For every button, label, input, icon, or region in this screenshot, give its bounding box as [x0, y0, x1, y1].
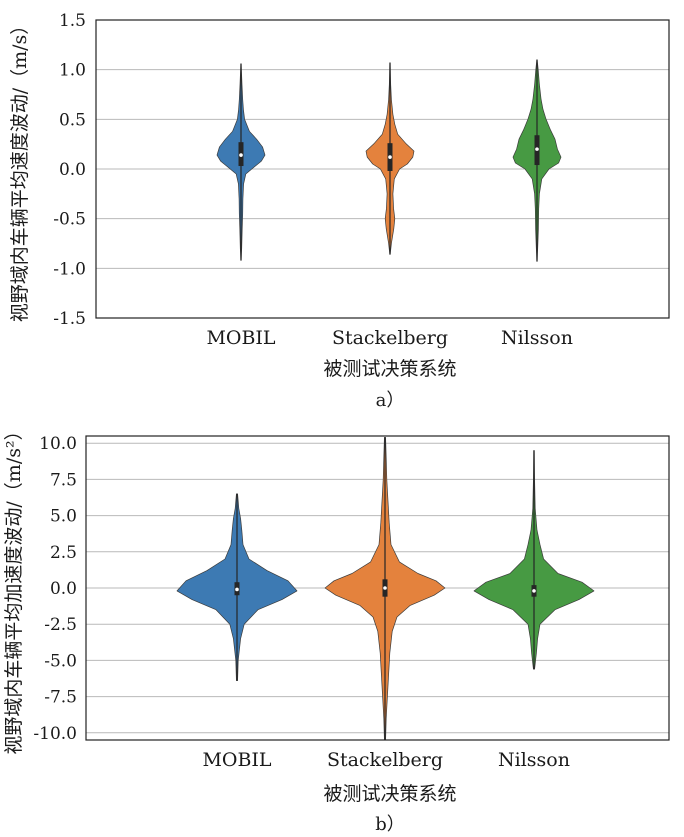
panel-a-median-nilsson	[535, 147, 539, 151]
panel-a-plot-frame	[95, 19, 670, 319]
panel-a-median-stackelberg	[388, 155, 392, 159]
panel-a-y-tick-label: -1.5	[53, 309, 86, 329]
panel-b-caption: b）	[375, 814, 405, 835]
panel-b-median-mobil	[235, 587, 239, 592]
panel-a-y-tick-label: 0.0	[59, 160, 86, 180]
panel-b-median-nilsson	[532, 589, 536, 593]
panel-b-violins	[176, 437, 595, 741]
panel-b-y-tick-label: 7.5	[50, 470, 77, 490]
panel-a-y-tick-label: -0.5	[53, 210, 86, 230]
panel-b-y-tick-label: 0.0	[50, 579, 77, 599]
panel-b-y-axis-title: 视野域内车辆平均加速度波动/（m/s²）	[3, 421, 25, 754]
panel-a-y-axis-title: 视野域内车辆平均速度波动/（m/s）	[9, 16, 31, 323]
panel-a-y-tick-label: -1.0	[53, 259, 86, 279]
panel-a-y-tick-label: 1.5	[59, 11, 86, 31]
panel-a-y-tick-label: 1.0	[59, 61, 86, 81]
panel-b-y-tick-label: 2.5	[50, 543, 77, 563]
panel-a: -1.5 -1.0 -0.5 0.0 0.5 1.0 1.5 MOBIL Stackelber…	[9, 11, 670, 411]
panel-a-violins	[216, 59, 562, 262]
panel-a-x-tick-label: Nilsson	[501, 327, 573, 349]
panel-b-x-tick-label: Stackelberg	[327, 749, 443, 771]
panel-b-plot-frame	[85, 435, 670, 741]
panel-b-y-tick-label: 5.0	[50, 507, 77, 527]
panel-a-x-ticks: MOBIL Stackelberg Nilsson	[206, 327, 573, 349]
panel-b-median-stackelberg	[383, 586, 387, 590]
panel-b-y-tick-label: 10.0	[39, 434, 77, 454]
panel-a-x-tick-label: MOBIL	[206, 327, 275, 349]
panel-b-x-axis-title: 被测试决策系统	[323, 783, 456, 805]
panel-b-x-tick-label: Nilsson	[498, 749, 570, 771]
panel-a-caption: a）	[376, 390, 405, 411]
panel-b-y-ticks: -10.0 -7.5 -5.0 -2.5 0.0 2.5 5.0 7.5 10.0	[33, 434, 77, 744]
panel-a-median-mobil	[239, 153, 243, 157]
panel-b-y-tick-label: -10.0	[33, 724, 77, 744]
panel-b-x-tick-label: MOBIL	[202, 749, 271, 771]
panel-b-y-tick-label: -2.5	[44, 615, 77, 635]
panel-a-x-tick-label: Stackelberg	[332, 327, 448, 349]
panel-a-x-axis-title: 被测试决策系统	[323, 358, 456, 380]
panel-b-x-ticks: MOBIL Stackelberg Nilsson	[202, 749, 570, 771]
panel-a-y-tick-label: 0.5	[59, 110, 86, 130]
panel-b: -10.0 -7.5 -5.0 -2.5 0.0 2.5 5.0 7.5 10.0 MOBIL S…	[3, 421, 670, 835]
panel-b-y-tick-label: -7.5	[44, 688, 77, 708]
panel-a-y-ticks: -1.5 -1.0 -0.5 0.0 0.5 1.0 1.5	[53, 11, 86, 329]
panel-b-y-tick-label: -5.0	[44, 651, 77, 671]
panel-b-gridlines	[86, 442, 669, 734]
